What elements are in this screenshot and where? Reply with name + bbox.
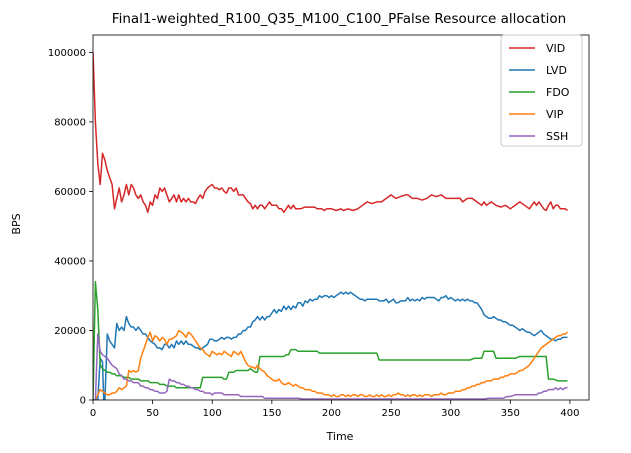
x-tick-label: 50 (146, 408, 159, 419)
legend-label-vip: VIP (546, 108, 564, 121)
x-tick-label: 350 (501, 408, 520, 419)
y-axis: 0 20000 40000 60000 80000 100000 (48, 48, 93, 407)
series-line-vid (93, 52, 568, 214)
legend-label-vid: VID (546, 42, 565, 55)
series-line-fdo (93, 281, 568, 400)
x-tick-label: 150 (262, 408, 281, 419)
legend-label-lvd: LVD (546, 64, 567, 77)
y-axis-title: BPS (10, 213, 23, 234)
plot-area (92, 34, 590, 401)
y-tick-label: 0 (80, 396, 86, 407)
y-tick-label: 80000 (54, 117, 86, 128)
x-tick-label: 250 (382, 408, 401, 419)
series-line-ssh (93, 333, 568, 400)
y-tick-label: 40000 (54, 256, 86, 267)
plot-frame (92, 34, 590, 401)
series-lines (93, 52, 568, 400)
y-tick-label: 100000 (48, 48, 86, 59)
x-tick-label: 0 (90, 408, 96, 419)
x-axis: 0 50 100 150 200 250 300 350 400 (90, 400, 579, 419)
legend-label-fdo: FDO (546, 86, 570, 99)
x-tick-label: 300 (441, 408, 460, 419)
chart-title: Final1-weighted_R100_Q35_M100_C100_PFals… (112, 11, 566, 27)
x-axis-title: Time (326, 430, 354, 443)
legend-box (500, 34, 583, 147)
y-tick-label: 20000 (54, 326, 86, 337)
y-tick-label: 60000 (54, 187, 86, 198)
legend-label-ssh: SSH (546, 130, 568, 143)
x-tick-label: 100 (203, 408, 222, 419)
series-line-lvd (93, 291, 568, 400)
series-line-vip (93, 329, 568, 400)
x-tick-label: 200 (322, 408, 341, 419)
x-tick-label: 400 (560, 408, 579, 419)
legend: VID LVD FDO VIP SSH (500, 34, 583, 147)
